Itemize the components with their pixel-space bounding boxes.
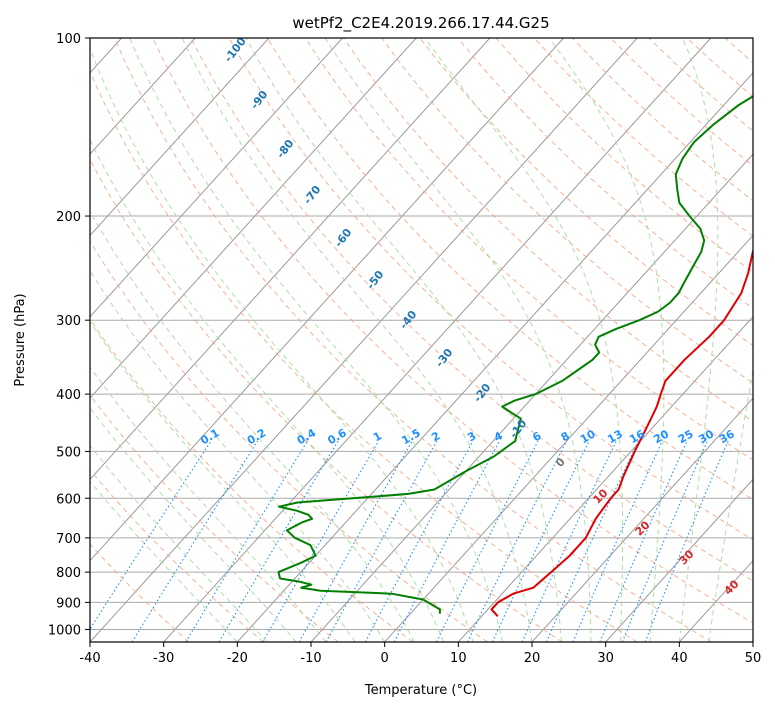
moist-adiabat-line — [90, 445, 268, 642]
moist-adiabat-line — [90, 366, 327, 642]
y-tick-label: 100 — [56, 32, 81, 47]
moist-adiabat-line — [708, 366, 753, 642]
mixing-ratio-line — [90, 440, 212, 631]
temperature-line — [490, 247, 753, 617]
isotherm-line — [90, 38, 564, 562]
moist-adiabat-line — [90, 480, 238, 642]
moist-adiabat-line — [90, 210, 415, 642]
axis-ticks: -40 -30 -20 -10 0 10 20 30 40 50 100 200 300 400 500 60… — [48, 32, 761, 666]
x-tick-label: -40 — [79, 651, 100, 666]
mixing-ratio-line — [467, 440, 568, 642]
dry-adiabat-line — [90, 469, 264, 642]
moist-adiabat-line — [90, 269, 386, 642]
mixing-ratio-line — [599, 440, 688, 642]
dry-adiabat-line — [457, 38, 753, 310]
isotherm-line — [605, 478, 753, 642]
mixing-ratio-line — [131, 440, 259, 642]
x-tick-label: 0 — [381, 651, 389, 666]
y-tick-label: 400 — [56, 388, 81, 403]
mixing-ratio-line — [572, 440, 663, 642]
dry-adiabat-line — [266, 38, 753, 501]
moist-adiabat-line — [90, 407, 297, 642]
isotherm-line — [90, 38, 270, 237]
y-tick-label: 800 — [56, 566, 81, 581]
isotherm-line — [236, 72, 753, 642]
x-axis-label: Temperature (°C) — [364, 683, 477, 698]
isotherm-line — [90, 38, 343, 318]
x-tick-label: 20 — [524, 651, 541, 666]
dry-adiabat-line — [114, 38, 712, 642]
y-tick-label: 900 — [56, 596, 81, 611]
dewpoint-line — [277, 95, 753, 614]
moist-adiabat-line — [90, 47, 474, 642]
moist-adiabat-line — [678, 38, 719, 642]
isotherm-line — [457, 316, 753, 642]
series-layer — [277, 95, 753, 617]
mixing-ratio-line — [545, 440, 639, 642]
isotherm-line — [752, 641, 753, 642]
mixing-ratio-line — [325, 440, 438, 642]
y-tick-label: 500 — [56, 445, 81, 460]
x-tick-label: 30 — [597, 651, 614, 666]
x-tick-label: 40 — [671, 651, 688, 666]
plot-frame — [89, 37, 754, 643]
y-axis-label: Pressure (hPa) — [13, 293, 28, 386]
dry-adiabat-line — [228, 38, 753, 541]
mixing-ratio-line — [218, 440, 339, 642]
chart-title: wetPf2_C2E4.2019.266.17.44.G25 — [292, 14, 549, 33]
x-tick-label: -30 — [153, 651, 174, 666]
isotherm-line — [384, 234, 753, 642]
isotherm-line — [90, 38, 417, 399]
background-lines — [90, 38, 753, 642]
y-tick-label: 1000 — [48, 623, 81, 638]
dry-adiabat-line — [152, 38, 753, 624]
isotherm-line — [90, 38, 196, 155]
mixing-ratio-line — [435, 440, 539, 642]
y-tick-label: 700 — [56, 532, 81, 547]
x-tick-label: -20 — [227, 651, 248, 666]
moist-adiabat-line — [324, 38, 592, 642]
isotherm-line — [90, 38, 491, 481]
moist-adiabat-line — [245, 38, 562, 642]
y-tick-label: 300 — [56, 314, 81, 329]
x-tick-label: 50 — [745, 651, 762, 666]
moist-adiabat-line — [548, 38, 665, 642]
dry-adiabat-line — [419, 38, 753, 347]
isotherm-line — [90, 38, 638, 642]
x-tick-label: -10 — [300, 651, 321, 666]
isotherm-line — [163, 38, 712, 642]
dry-adiabat-line — [304, 38, 753, 461]
y-tick-label: 200 — [56, 210, 81, 225]
y-tick-label: 600 — [56, 492, 81, 507]
moist-adiabat-line — [424, 38, 624, 642]
plot-background — [90, 38, 753, 642]
mixing-ratio-line — [298, 440, 413, 642]
dry-adiabat-line — [343, 38, 753, 422]
moist-adiabat-line — [129, 38, 503, 642]
isotherm-line — [531, 397, 753, 642]
mixing-ratio-line — [185, 440, 308, 642]
x-tick-label: 10 — [450, 651, 467, 666]
mixing-ratio-line — [521, 440, 617, 642]
dry-adiabat-line — [190, 38, 753, 582]
